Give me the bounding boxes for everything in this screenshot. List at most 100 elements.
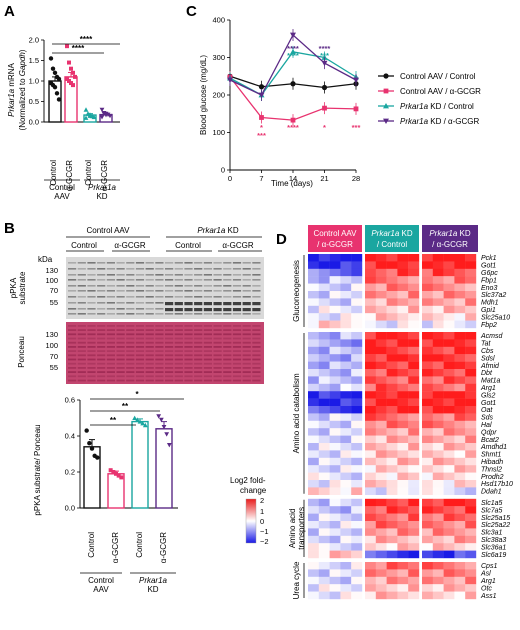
panel-b-header-left: Control AAV xyxy=(87,226,131,235)
blot-band xyxy=(97,279,106,281)
ponceau-band xyxy=(68,371,77,373)
blot-band xyxy=(165,268,174,270)
heatmap-cell xyxy=(408,498,420,507)
blot-band xyxy=(232,296,242,298)
heatmap-cell xyxy=(365,535,376,544)
heatmap-cell xyxy=(329,569,341,577)
heatmap-cell xyxy=(329,369,341,377)
heatmap-cell xyxy=(397,435,409,444)
data-point xyxy=(95,455,100,460)
blot-band xyxy=(135,279,145,281)
x-tick-label: 7 xyxy=(259,174,263,183)
panel-a-xlabel-2: α-GCGR xyxy=(65,160,74,192)
y-tick-label: 0.4 xyxy=(65,432,75,441)
blot-marker-55: 55 xyxy=(50,298,58,307)
significance-label: *** xyxy=(320,51,329,60)
blot-band xyxy=(252,308,261,312)
panel-b-group-1: Control xyxy=(88,576,114,585)
heatmap-cell xyxy=(329,480,341,488)
heatmap-cell xyxy=(340,535,352,544)
heatmap-cell xyxy=(365,513,376,522)
header-2-line1: Prkar1a KD xyxy=(371,229,413,238)
heatmap-cell xyxy=(397,276,409,284)
blot-band xyxy=(252,279,261,281)
heatmap-cell xyxy=(386,413,398,421)
heatmap-cell xyxy=(397,443,409,451)
ponceau-band xyxy=(203,367,212,369)
heatmap-cell xyxy=(408,406,420,414)
heatmap-cell xyxy=(454,332,466,340)
heatmap-cell xyxy=(432,261,444,269)
heatmap-cell xyxy=(386,487,398,495)
ponceau-band xyxy=(68,358,77,361)
blot-band xyxy=(242,268,251,270)
heatmap-cell xyxy=(329,472,341,481)
ponceau-band xyxy=(252,341,261,344)
ponceau-band xyxy=(203,354,212,357)
heatmap-cell xyxy=(308,528,319,536)
heatmap-cell xyxy=(375,346,387,355)
ponceau-band xyxy=(116,325,125,327)
blot-band xyxy=(203,274,212,276)
heatmap-cell xyxy=(308,480,319,488)
panel-b-sig-b: ** xyxy=(122,402,129,411)
heatmap-cell xyxy=(397,261,409,269)
panel-b-letter: B xyxy=(4,220,15,237)
gene-label: Eno3 xyxy=(481,285,497,292)
heatmap-cell xyxy=(340,298,352,306)
heatmap-cell xyxy=(408,443,420,451)
heatmap-cell xyxy=(465,528,477,536)
heatmap-cell xyxy=(329,465,341,473)
ponceau-band xyxy=(135,354,145,357)
heatmap-cell xyxy=(443,521,455,529)
y-tick-label: 1.5 xyxy=(29,56,39,65)
ponceau-band xyxy=(203,337,212,340)
heatmap-cell xyxy=(351,398,363,407)
blot-band xyxy=(87,302,96,304)
heatmap-cell xyxy=(386,550,398,559)
ponceau-band xyxy=(77,333,86,336)
heatmap-cell xyxy=(422,391,433,399)
heatmap-cell xyxy=(318,283,330,292)
blot-band xyxy=(232,262,242,264)
heatmap-cell xyxy=(318,268,330,277)
heatmap-cell xyxy=(443,276,455,284)
y-tick-label: 2.0 xyxy=(29,36,39,45)
heatmap-cell xyxy=(432,291,444,299)
significance-label: **** xyxy=(319,44,331,53)
heatmap-cell xyxy=(351,305,363,314)
blot-band xyxy=(223,279,232,281)
heatmap-cell xyxy=(375,487,387,495)
heatmap-cell xyxy=(375,457,387,466)
ponceau-band xyxy=(87,379,96,382)
gene-label: Mdh1 xyxy=(481,300,499,307)
ponceau-band xyxy=(184,329,193,331)
y-tick-label: 100 xyxy=(212,128,225,137)
ponceau-band xyxy=(194,329,203,331)
heatmap-cell xyxy=(454,276,466,284)
ponceau-band xyxy=(194,337,203,340)
heatmap-cell xyxy=(432,562,444,570)
heatmap-cell xyxy=(397,420,409,429)
ponceau-band xyxy=(252,375,261,378)
heatmap-cell xyxy=(386,398,398,407)
panel-a-xlabel-1: Control xyxy=(49,160,58,186)
legend-text: KD / Control xyxy=(428,102,474,111)
heatmap-cell xyxy=(329,535,341,544)
heatmap-cell xyxy=(386,435,398,444)
ponceau-label: Ponceau xyxy=(17,336,26,368)
panel-c-ylabel: Blood glucose (mg/dL) xyxy=(199,55,208,135)
y-tick-label: 200 xyxy=(212,91,225,100)
ponceau-band xyxy=(184,346,193,348)
data-point xyxy=(119,475,124,480)
heatmap-cell xyxy=(422,346,433,355)
heatmap-cell xyxy=(454,513,466,522)
heatmap-cell xyxy=(375,268,387,277)
ponceau-band xyxy=(77,341,86,344)
heatmap-cell xyxy=(454,569,466,577)
heatmap-cell xyxy=(408,435,420,444)
heatmap-cell xyxy=(351,291,363,299)
ponceau-band xyxy=(155,350,164,352)
data-point xyxy=(156,414,162,419)
heatmap-cell xyxy=(432,420,444,429)
